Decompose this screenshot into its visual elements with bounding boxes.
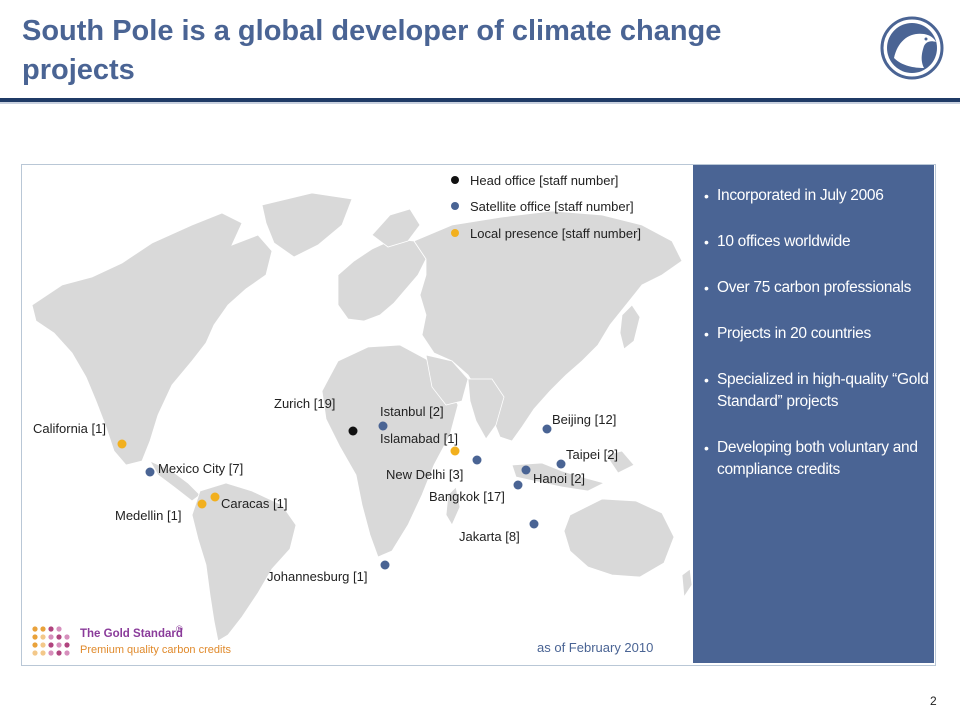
label-california: California [1] (33, 421, 106, 436)
fact-item: • Projects in 20 countries (704, 325, 871, 342)
zurich-marker (348, 426, 358, 436)
gold-standard-tagline: Premium quality carbon credits (80, 644, 232, 656)
label-bangkok: Bangkok [17] (429, 489, 505, 504)
gold-standard-registered-mark: ® (176, 624, 183, 634)
fact-text: Developing both voluntary and compliance… (717, 439, 918, 478)
satellite-office-legend-marker (451, 202, 459, 210)
fact-item: • Over 75 carbon professionals (704, 279, 912, 296)
new-delhi-marker (472, 455, 482, 465)
legend-head-office: Head office [staff number] (470, 173, 619, 188)
caracas-marker (210, 492, 220, 502)
medellin-marker (197, 499, 207, 509)
page-number: 2 (930, 694, 937, 708)
bangkok-marker (513, 480, 523, 490)
title-divider-shadow (0, 102, 960, 104)
legend-local-presence: Local presence [staff number] (470, 226, 642, 241)
label-beijing: Beijing [12] (552, 412, 617, 427)
label-zurich: Zurich [19] (274, 396, 336, 411)
jakarta-marker (529, 519, 539, 529)
fact-item: • Incorporated in July 2006 (704, 187, 884, 204)
head-office-legend-marker (451, 176, 459, 184)
fact-text: 10 offices worldwide (717, 233, 851, 250)
johannesburg-marker (380, 560, 390, 570)
fact-text: Over 75 carbon professionals (717, 279, 912, 296)
title-divider (0, 98, 960, 102)
as-of-date: as of February 2010 (537, 640, 654, 655)
facts-list: • Incorporated in July 2006 • 10 offices w… (701, 185, 929, 505)
label-islamabad: Islamabad [1] (380, 431, 459, 446)
gold-standard-name: The Gold Standard (80, 628, 183, 640)
istanbul-marker (378, 421, 388, 431)
local-presence-legend-marker (451, 229, 459, 237)
legend-satellite-office: Satellite office [staff number] (470, 199, 634, 214)
facts-panel: • Incorporated in July 2006 • 10 offices w… (693, 165, 934, 663)
fact-text: Specialized in high-quality “Gold Standa… (717, 371, 929, 410)
label-new-delhi: New Delhi [3] (386, 467, 464, 482)
taipei-marker (556, 459, 566, 469)
mexico-city-marker (145, 467, 155, 477)
label-mexico-city: Mexico City [7] (158, 461, 244, 476)
label-medellin: Medellin [1] (115, 508, 182, 523)
fact-item: • 10 offices worldwide (704, 233, 851, 250)
beijing-marker (542, 424, 552, 434)
islamabad-marker (450, 446, 460, 456)
fact-text: Projects in 20 countries (717, 325, 871, 342)
label-jakarta: Jakarta [8] (459, 529, 520, 544)
gold-standard-logo-icon (32, 626, 70, 656)
south-pole-logo (880, 16, 944, 80)
label-istanbul: Istanbul [2] (380, 404, 444, 419)
label-johannesburg: Johannesburg [1] (267, 569, 368, 584)
label-taipei: Taipei [2] (566, 447, 619, 462)
label-caracas: Caracas [1] (221, 496, 288, 511)
fact-text: Incorporated in July 2006 (717, 187, 884, 204)
label-hanoi: Hanoi [2] (533, 471, 586, 486)
california-marker (117, 439, 127, 449)
hanoi-marker (521, 465, 531, 475)
world-map (31, 176, 692, 642)
fact-item: • Developing both voluntary and complianc… (704, 439, 918, 478)
slide-title: South Pole is a global developer of clim… (22, 15, 722, 86)
fact-item: • Specialized in high-quality “Gold Stand… (704, 371, 929, 410)
